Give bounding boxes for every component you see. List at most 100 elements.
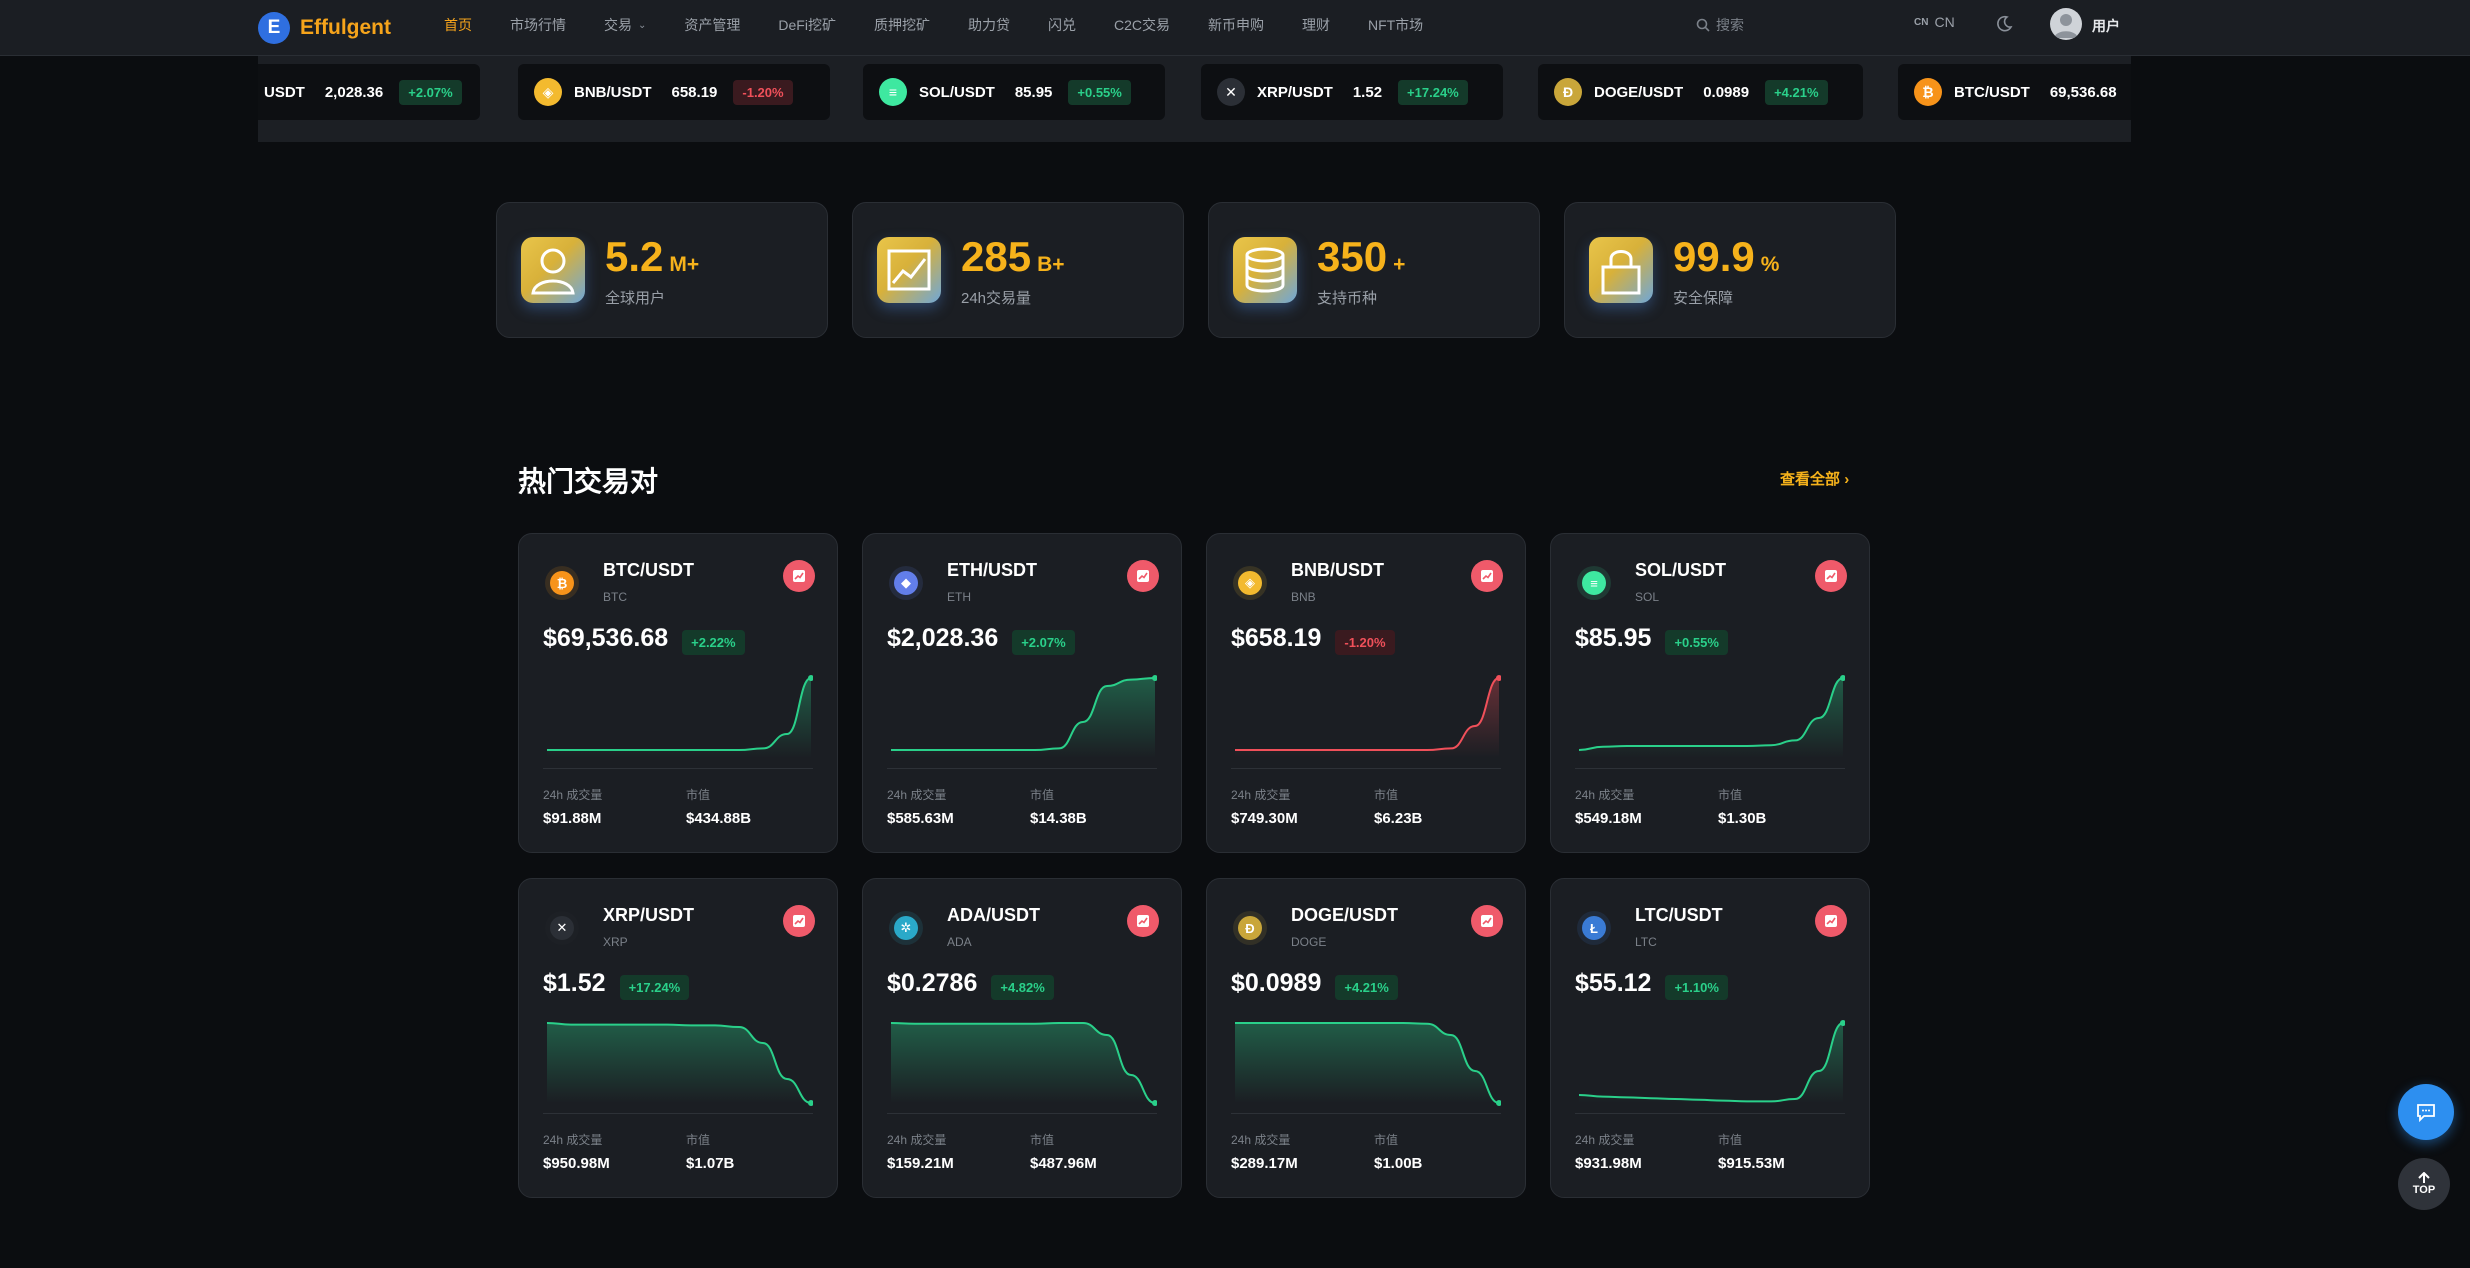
nav-item-staking[interactable]: 质押挖矿 xyxy=(874,15,930,35)
nav-item-assets[interactable]: 资产管理 xyxy=(684,15,740,35)
sparkline-endpoint xyxy=(1496,1100,1501,1106)
ticker-item[interactable]: ₿ BTC/USDT 69,536.68 xyxy=(1898,64,2131,120)
ticker-item[interactable]: ◈ BNB/USDT 658.19 -1.20% xyxy=(518,64,830,120)
user-label[interactable]: 用户 xyxy=(2092,18,2120,34)
sparkline-line xyxy=(1235,1022,1500,1104)
sparkline-line xyxy=(890,677,1156,751)
view-all-link[interactable]: 查看全部 › xyxy=(1780,468,1849,489)
market-cap-label: 市值 xyxy=(1374,1133,1399,1147)
divider xyxy=(543,768,813,769)
pair-card-ada[interactable]: ✲ ADA/USDT ADA $0.2786 +4.82% 24h 成交量 $159.21M… xyxy=(862,878,1182,1198)
chat-button[interactable] xyxy=(2398,1084,2454,1140)
search-box[interactable]: 搜索 xyxy=(1696,14,1744,36)
pair-name: SOL/USDT xyxy=(1635,560,1727,580)
pair-symbol: XRP xyxy=(603,935,628,949)
sparkline-chart xyxy=(890,675,1157,758)
pair-name: DOGE/USDT xyxy=(1291,905,1399,925)
pair-symbol: BTC xyxy=(603,590,627,604)
chart-button[interactable] xyxy=(783,905,815,937)
pair-name: BNB/USDT xyxy=(1291,560,1384,580)
pair-change-badge: +17.24% xyxy=(619,975,690,1000)
market-cap-label: 市值 xyxy=(1718,1133,1743,1147)
market-cap-value: $434.88B xyxy=(686,810,752,827)
ticker-item[interactable]: USDT 2,028.36 +2.07% xyxy=(258,64,480,120)
nav-item-defi[interactable]: DeFi挖矿 xyxy=(778,15,836,35)
sparkline-endpoint xyxy=(1152,1100,1157,1106)
ticker-price: 69,536.68 xyxy=(2049,83,2117,101)
ticker-item[interactable]: Ð DOGE/USDT 0.0989 +4.21% xyxy=(1538,64,1863,120)
chart-button[interactable] xyxy=(1471,905,1503,937)
nav-item-swap[interactable]: 闪兑 xyxy=(1048,15,1076,35)
pair-name: ETH/USDT xyxy=(947,560,1037,580)
nav-label: NFT市场 xyxy=(1367,17,1424,33)
brand-name: Effulgent xyxy=(300,16,391,39)
nav-item-home[interactable]: 首页 xyxy=(444,15,472,35)
pair-card-xrp[interactable]: ✕ XRP/USDT XRP $1.52 +17.24% 24h 成交量 $950.98M 市… xyxy=(518,878,838,1198)
stat-label: 全球用户 xyxy=(605,290,666,307)
chevron-down-icon: ⌄ xyxy=(638,19,647,31)
volume-value: $749.30M xyxy=(1231,810,1298,827)
nav-item-nft[interactable]: NFT市场 xyxy=(1368,15,1423,35)
chart-icon xyxy=(1137,570,1149,582)
pair-card-ltc[interactable]: Ł LTC/USDT LTC $55.12 +1.10% 24h 成交量 $931.98M 市… xyxy=(1550,878,1870,1198)
sparkline-area xyxy=(1579,1023,1843,1103)
pair-card-sol[interactable]: ≡ SOL/USDT SOL $85.95 +0.55% 24h 成交量 $549.18M 市… xyxy=(1550,533,1870,853)
nav-item-c2c[interactable]: C2C交易 xyxy=(1114,15,1170,35)
nav-item-trade[interactable]: 交易 ⌄ xyxy=(604,15,646,35)
volume-label: 24h 成交量 xyxy=(543,1133,603,1147)
volume-label: 24h 成交量 xyxy=(887,788,947,802)
nav-item-markets[interactable]: 市场行情 xyxy=(510,15,566,35)
stat-suffix: % xyxy=(1760,253,1780,276)
chart-button[interactable] xyxy=(1471,560,1503,592)
avatar[interactable] xyxy=(2050,8,2082,40)
chart-icon xyxy=(1481,915,1493,927)
nav-item-ieo[interactable]: 新币申购 xyxy=(1208,15,1264,35)
btc-icon: ₿ xyxy=(1914,78,1942,106)
chart-button[interactable] xyxy=(1127,905,1159,937)
market-cap-label: 市值 xyxy=(1374,788,1399,802)
sparkline-chart xyxy=(1234,675,1501,758)
ticker-item[interactable]: ≡ SOL/USDT 85.95 +0.55% xyxy=(863,64,1165,120)
market-cap-value: $1.00B xyxy=(1374,1155,1423,1172)
stat-value: 285 B+ xyxy=(961,233,1065,281)
moon-icon[interactable] xyxy=(1994,14,2014,39)
search-placeholder: 搜索 xyxy=(1716,17,1744,33)
stat-number: 350 xyxy=(1317,233,1388,280)
market-cap-value: $487.96M xyxy=(1030,1155,1097,1172)
language-switcher[interactable]: CN CN xyxy=(1914,14,1955,30)
ada-icon: ✲ xyxy=(889,911,923,945)
sparkline-chart xyxy=(890,1022,1157,1106)
main-nav: 首页 市场行情 交易 ⌄ 资产管理 DeFi挖矿 质押挖矿 助力贷 闪兑 C2C交… xyxy=(444,0,1461,50)
ltc-icon: Ł xyxy=(1577,911,1611,945)
market-cap-label: 市值 xyxy=(1030,788,1055,802)
brand-logo[interactable]: E Effulgent xyxy=(258,11,391,45)
chart-icon xyxy=(1825,915,1837,927)
lock-icon xyxy=(1589,237,1653,303)
nav-item-finance[interactable]: 理财 xyxy=(1302,15,1330,35)
pair-price: $69,536.68 xyxy=(543,624,669,652)
stat-card-coins: 350 + 支持币种 xyxy=(1208,202,1540,338)
volume-value: $91.88M xyxy=(543,810,602,827)
pair-card-eth[interactable]: ◆ ETH/USDT ETH $2,028.36 +2.07% 24h 成交量 $585.6… xyxy=(862,533,1182,853)
chart-button[interactable] xyxy=(1815,905,1847,937)
divider xyxy=(1231,768,1501,769)
chart-button[interactable] xyxy=(783,560,815,592)
chart-button[interactable] xyxy=(1127,560,1159,592)
flag-icon: CN xyxy=(1914,16,1929,28)
pair-card-btc[interactable]: ₿ BTC/USDT BTC $69,536.68 +2.22% 24h 成交量 $91.8… xyxy=(518,533,838,853)
sparkline-line xyxy=(546,677,812,751)
ticker-item[interactable]: ✕ XRP/USDT 1.52 +17.24% xyxy=(1201,64,1503,120)
pair-price: $0.0989 xyxy=(1231,969,1322,997)
divider xyxy=(1575,1113,1845,1114)
chart-button[interactable] xyxy=(1815,560,1847,592)
pair-card-bnb[interactable]: ◈ BNB/USDT BNB $658.19 -1.20% 24h 成交量 $749.30M… xyxy=(1206,533,1526,853)
pair-price: $0.2786 xyxy=(887,969,978,997)
ticker-price: 2,028.36 xyxy=(324,83,384,101)
pair-symbol: SOL xyxy=(1635,590,1660,604)
logo-badge: E xyxy=(258,12,290,44)
back-to-top-button[interactable]: TOP xyxy=(2398,1158,2450,1210)
chart-icon xyxy=(1481,570,1493,582)
pair-change-badge: +4.82% xyxy=(991,975,1054,1000)
nav-item-loan[interactable]: 助力贷 xyxy=(968,15,1010,35)
pair-card-doge[interactable]: Ð DOGE/USDT DOGE $0.0989 +4.21% 24h 成交量 $289.1… xyxy=(1206,878,1526,1198)
